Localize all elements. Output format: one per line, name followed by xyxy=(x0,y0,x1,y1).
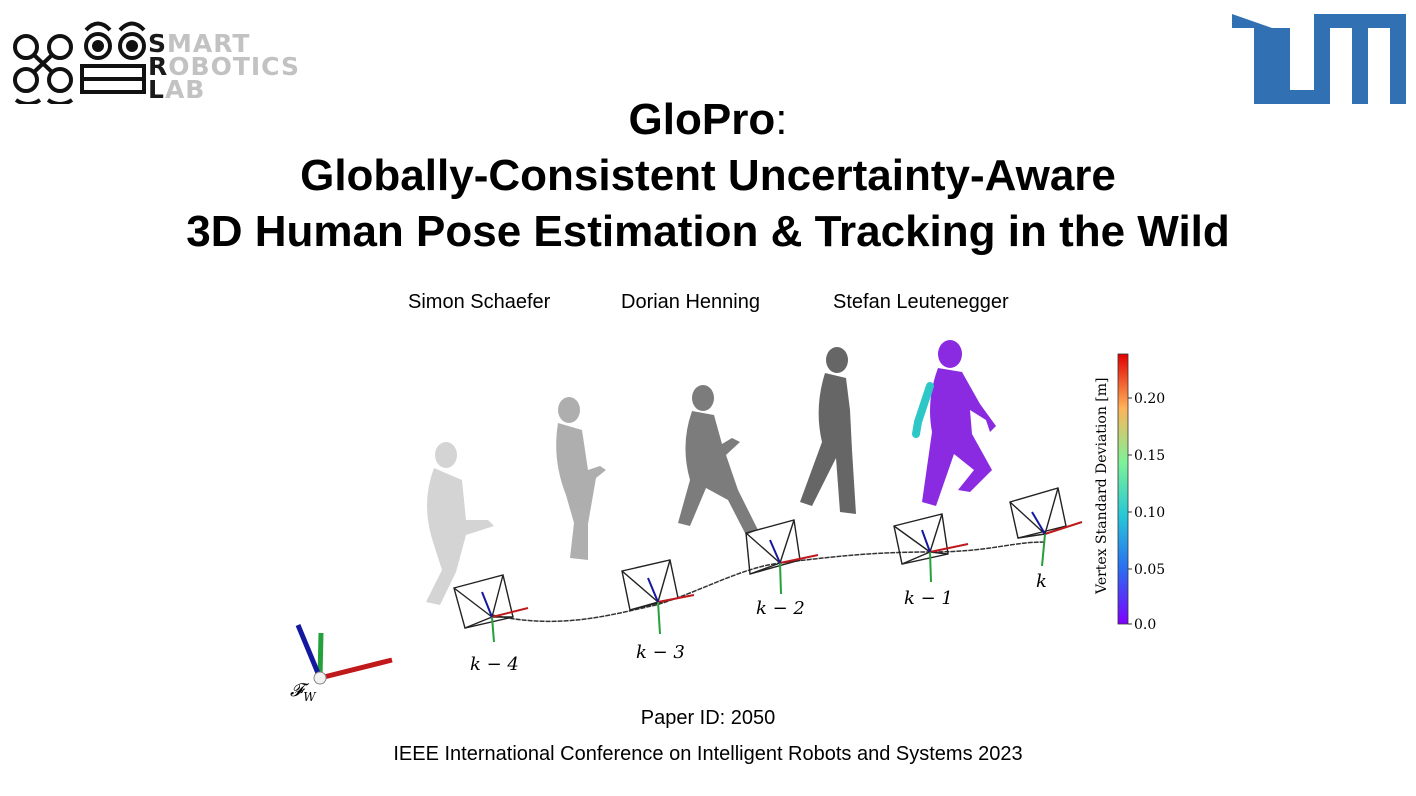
human-mesh-k xyxy=(912,340,996,506)
colorbar-tick-label: 0.10 xyxy=(1134,505,1165,521)
author-name: Dorian Henning xyxy=(621,291,760,313)
camera-frustum-k xyxy=(1009,487,1083,567)
human-mesh-k-3 xyxy=(556,397,606,560)
timestep-label: k − 2 xyxy=(756,598,805,619)
author-name: Simon Schaefer xyxy=(408,291,551,313)
conference-name: IEEE International Conference on Intelli… xyxy=(393,743,1023,765)
title-line-1: GloPro: xyxy=(628,95,788,144)
paper-id: Paper ID: 2050 xyxy=(640,707,776,729)
srl-logo: SMART ROBOTICS LAB xyxy=(8,12,300,106)
human-mesh-k-1 xyxy=(800,347,856,514)
title-line-3: 3D Human Pose Estimation & Tracking in t… xyxy=(186,207,1230,256)
camera-frustum-k-4 xyxy=(453,574,529,643)
timestep-label: k − 1 xyxy=(904,588,953,609)
title-method-name: GloPro xyxy=(628,95,776,144)
timestep-label: k xyxy=(1036,571,1047,592)
srl-word-lab: LAB xyxy=(148,75,206,104)
timestep-label: k − 4 xyxy=(470,654,519,675)
colorbar-tick-label: 0.0 xyxy=(1134,617,1156,633)
human-mesh-k-2 xyxy=(678,385,758,535)
colorbar-tick-label: 0.20 xyxy=(1134,391,1165,407)
timestep-label: k − 3 xyxy=(636,642,685,663)
camera-frustum-k-1 xyxy=(893,513,969,583)
human-mesh-k-4 xyxy=(426,442,494,605)
author-name: Stefan Leutenegger xyxy=(833,291,1009,313)
teaser-figure: 𝓕W xyxy=(290,340,1165,704)
camera-frustum-k-3 xyxy=(621,559,695,635)
tum-logo xyxy=(1232,14,1406,104)
srl-word-smart: SMART xyxy=(148,29,251,58)
colorbar-tick-label: 0.15 xyxy=(1134,448,1165,464)
title-line-2: Globally-Consistent Uncertainty-Aware xyxy=(300,151,1116,200)
srl-word-robotics: ROBOTICS xyxy=(148,52,300,81)
colorbar-label: Vertex Standard Deviation [m] xyxy=(1094,378,1110,596)
colorbar xyxy=(1117,353,1129,625)
world-frame-label: 𝓕W xyxy=(290,680,317,704)
srl-robot-icon xyxy=(13,21,146,106)
camera-frustum-k-2 xyxy=(745,519,819,595)
world-frame-axes xyxy=(295,624,393,685)
colorbar-tick-label: 0.05 xyxy=(1134,562,1165,578)
